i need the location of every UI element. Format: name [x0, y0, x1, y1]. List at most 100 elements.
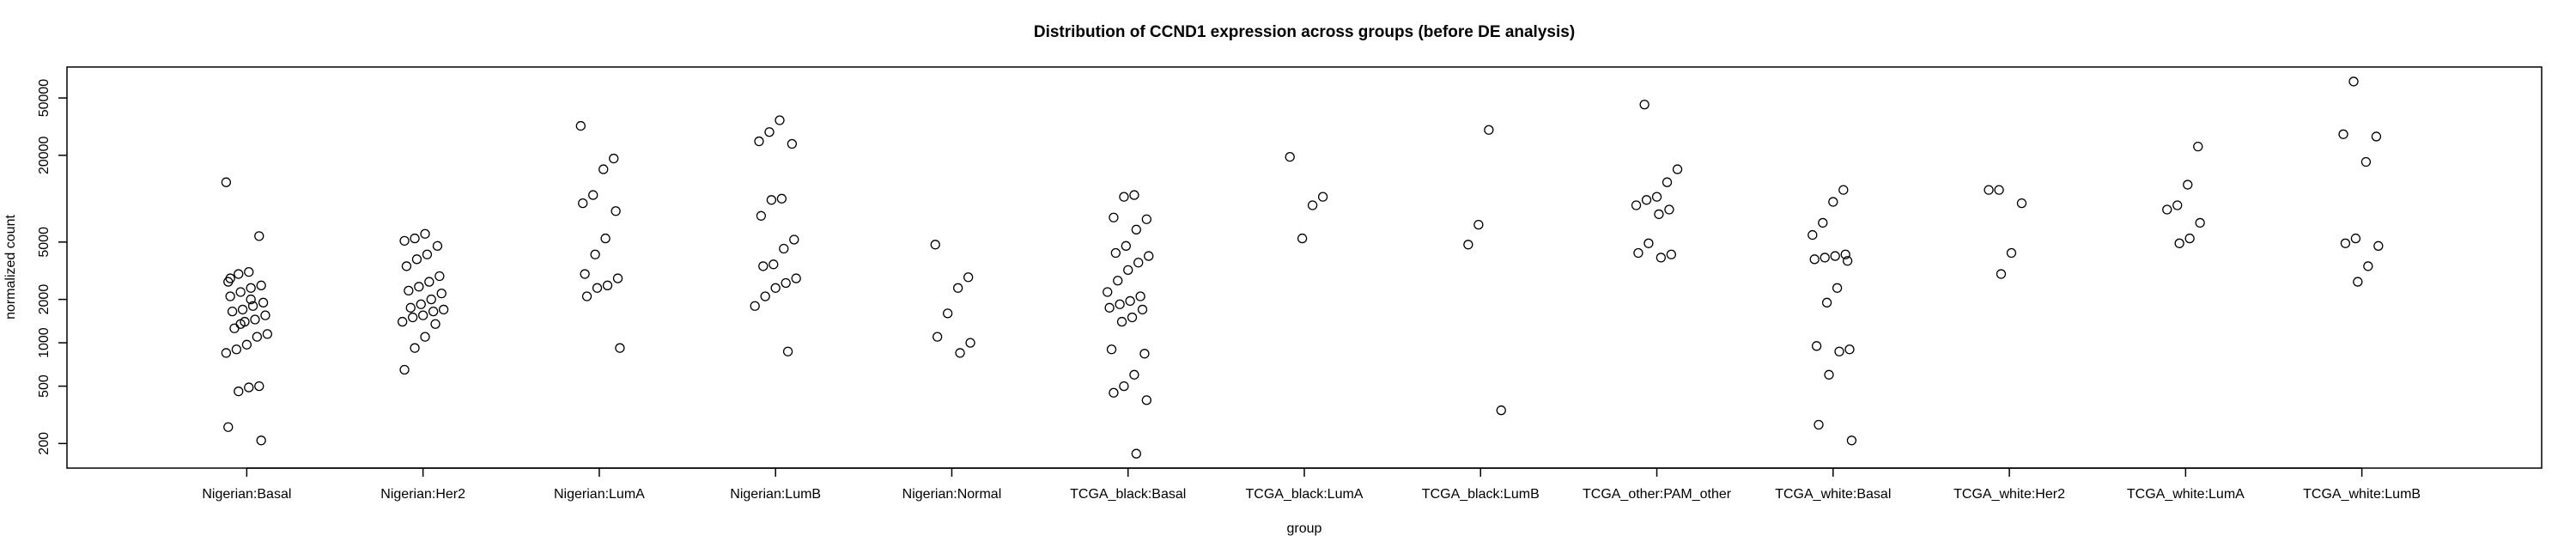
point: [600, 233, 611, 244]
point: [420, 332, 430, 342]
point: [1119, 192, 1129, 202]
point: [229, 323, 240, 333]
x-tick-label: Nigerian:Her2: [380, 487, 465, 502]
point: [1664, 204, 1674, 215]
point: [1809, 254, 1820, 265]
point: [1463, 240, 1473, 250]
point: [401, 261, 412, 271]
point: [1121, 240, 1131, 251]
point: [1133, 258, 1144, 268]
point: [410, 343, 420, 353]
point: [2360, 156, 2372, 167]
point: [1828, 197, 1838, 207]
point: [417, 310, 428, 320]
point: [1141, 395, 1151, 405]
point: [2006, 247, 2017, 259]
point: [578, 198, 588, 209]
point: [422, 249, 433, 259]
point: [438, 304, 449, 315]
point: [221, 348, 232, 358]
point: [252, 332, 263, 342]
point: [963, 272, 974, 283]
point: [775, 115, 785, 125]
point: [602, 280, 613, 290]
point: [1109, 387, 1119, 398]
point: [612, 273, 623, 283]
point: [225, 291, 235, 301]
point: [405, 302, 416, 313]
point: [1641, 195, 1652, 205]
point: [953, 283, 963, 293]
point: [2340, 238, 2351, 248]
point: [235, 319, 246, 329]
point: [615, 343, 625, 353]
point: [1141, 214, 1151, 224]
point: [1654, 209, 1664, 220]
point: [1307, 200, 1318, 210]
point: [1285, 152, 1295, 162]
y-tick-label: 1000: [37, 327, 52, 358]
point: [769, 259, 779, 270]
point: [1484, 125, 1494, 135]
point: [1131, 448, 1141, 459]
point: [2183, 180, 2193, 190]
x-tick-label: TCGA_other:PAM_other: [1583, 487, 1732, 502]
point: [2193, 141, 2203, 152]
x-axis-label: group: [1287, 521, 1322, 536]
point: [411, 254, 422, 265]
point: [1807, 229, 1818, 240]
point: [1651, 192, 1662, 202]
point: [1811, 341, 1822, 351]
point: [930, 240, 940, 250]
point: [237, 304, 248, 315]
point: [244, 382, 254, 393]
point: [407, 312, 418, 323]
point: [235, 287, 246, 297]
point: [598, 164, 609, 174]
point: [1113, 276, 1123, 286]
point: [434, 271, 445, 282]
point: [590, 249, 600, 259]
point: [428, 306, 439, 317]
point: [2172, 200, 2183, 210]
point: [1115, 299, 1125, 309]
point: [1106, 344, 1117, 355]
point: [1129, 369, 1139, 380]
point: [779, 243, 789, 254]
point: [250, 314, 260, 325]
point: [2195, 217, 2205, 228]
point: [234, 269, 244, 279]
point: [1824, 369, 1834, 380]
point: [791, 273, 801, 283]
point: [254, 231, 264, 241]
point: [1830, 251, 1840, 261]
point: [1109, 212, 1119, 222]
point: [260, 310, 270, 320]
point: [1137, 304, 1148, 315]
x-tick-label: TCGA_white:LumB: [2303, 487, 2421, 502]
point: [1656, 253, 1666, 263]
point: [1662, 177, 1673, 187]
x-tick-label: TCGA_white:Her2: [1953, 487, 2065, 502]
point: [758, 261, 769, 271]
x-tick-label: TCGA_black:Basal: [1070, 487, 1186, 502]
y-axis-label: normalized count: [3, 215, 18, 320]
point: [1996, 269, 2007, 279]
point: [2184, 233, 2195, 244]
point: [397, 316, 408, 327]
point: [227, 306, 238, 317]
point: [244, 267, 254, 277]
point: [756, 210, 767, 221]
point: [1110, 247, 1121, 259]
point: [256, 435, 266, 446]
point: [225, 273, 235, 283]
point: [1820, 253, 1830, 263]
point: [2353, 277, 2363, 287]
point: [424, 277, 434, 287]
point: [1844, 344, 1855, 355]
point: [1297, 233, 1308, 244]
point: [1832, 283, 1843, 293]
point: [1842, 256, 1853, 266]
point: [1666, 249, 1676, 259]
point: [1838, 185, 1849, 195]
